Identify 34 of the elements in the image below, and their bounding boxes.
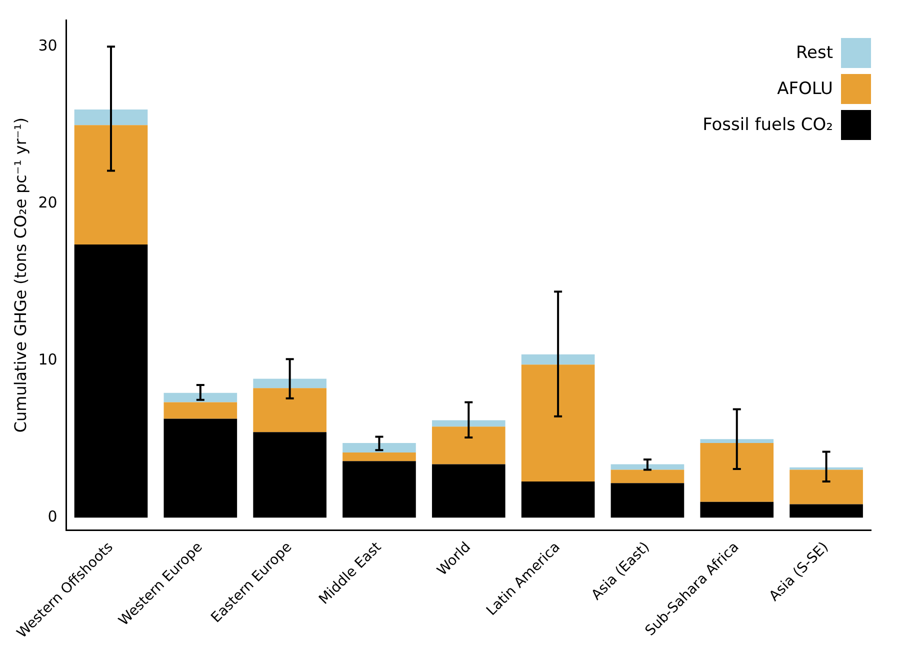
bar [432, 420, 506, 427]
bar [74, 109, 148, 126]
legend-label: Rest [796, 43, 833, 63]
bar [342, 443, 416, 452]
bar [164, 402, 238, 419]
bar [74, 125, 148, 244]
bar [700, 443, 774, 502]
bar [610, 470, 684, 484]
y-tick-label: 30 [38, 36, 58, 55]
bar [432, 464, 506, 518]
y-tick-label: 10 [38, 350, 58, 369]
bar [521, 364, 595, 482]
bar [521, 482, 595, 518]
bar [610, 483, 684, 518]
bar [74, 244, 148, 518]
legend-label: AFOLU [777, 79, 833, 99]
bar [521, 354, 595, 365]
bar [342, 461, 416, 518]
bar [700, 439, 774, 444]
bar [253, 432, 326, 518]
y-tick-label: 20 [38, 194, 58, 212]
y-tick-label: 0 [48, 508, 58, 526]
bar [164, 392, 238, 402]
bar [700, 502, 774, 518]
bar [432, 426, 506, 464]
bar [253, 378, 326, 388]
y-axis-title: Cumulative GHGe (tons CO₂e pc⁻¹ yr⁻¹) [10, 117, 30, 433]
bar [790, 504, 863, 518]
bar [253, 388, 326, 432]
bar [342, 452, 416, 462]
bar [790, 470, 863, 504]
bar [610, 464, 684, 470]
bar [164, 418, 238, 518]
legend-label: Fossil fuels CO₂ [702, 115, 833, 135]
